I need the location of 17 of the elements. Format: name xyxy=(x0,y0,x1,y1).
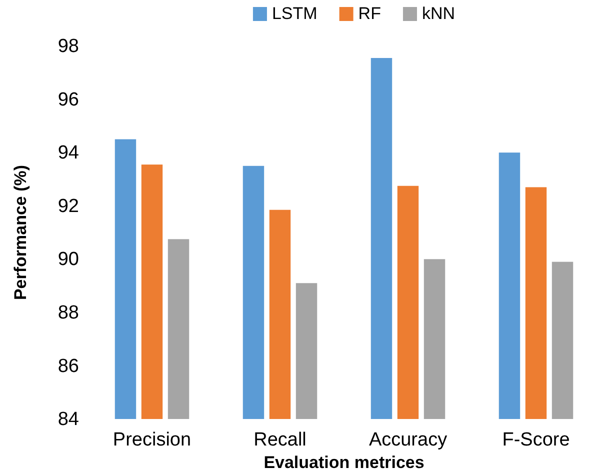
y-tick-label: 86 xyxy=(58,356,79,377)
y-tick-label: 84 xyxy=(58,409,80,430)
y-axis-title: Performance (%) xyxy=(11,164,30,300)
legend-label: LSTM xyxy=(272,4,318,23)
y-tick-label: 88 xyxy=(58,302,79,324)
y-tick-label: 94 xyxy=(58,142,80,164)
legend-label: kNN xyxy=(422,4,456,23)
y-tick-label: 98 xyxy=(58,36,79,58)
x-tick-label: Accuracy xyxy=(368,429,448,450)
x-tick-label: Precision xyxy=(112,429,192,450)
x-tick-label: Recall xyxy=(254,429,306,450)
y-tick-label: 92 xyxy=(58,196,79,217)
y-tick-label: 96 xyxy=(58,89,79,110)
legend-label: RF xyxy=(358,4,381,23)
x-axis-title: Evaluation metrices xyxy=(264,453,424,472)
x-tick-label: F-Score xyxy=(502,429,570,450)
y-tick-label: 90 xyxy=(58,249,79,270)
